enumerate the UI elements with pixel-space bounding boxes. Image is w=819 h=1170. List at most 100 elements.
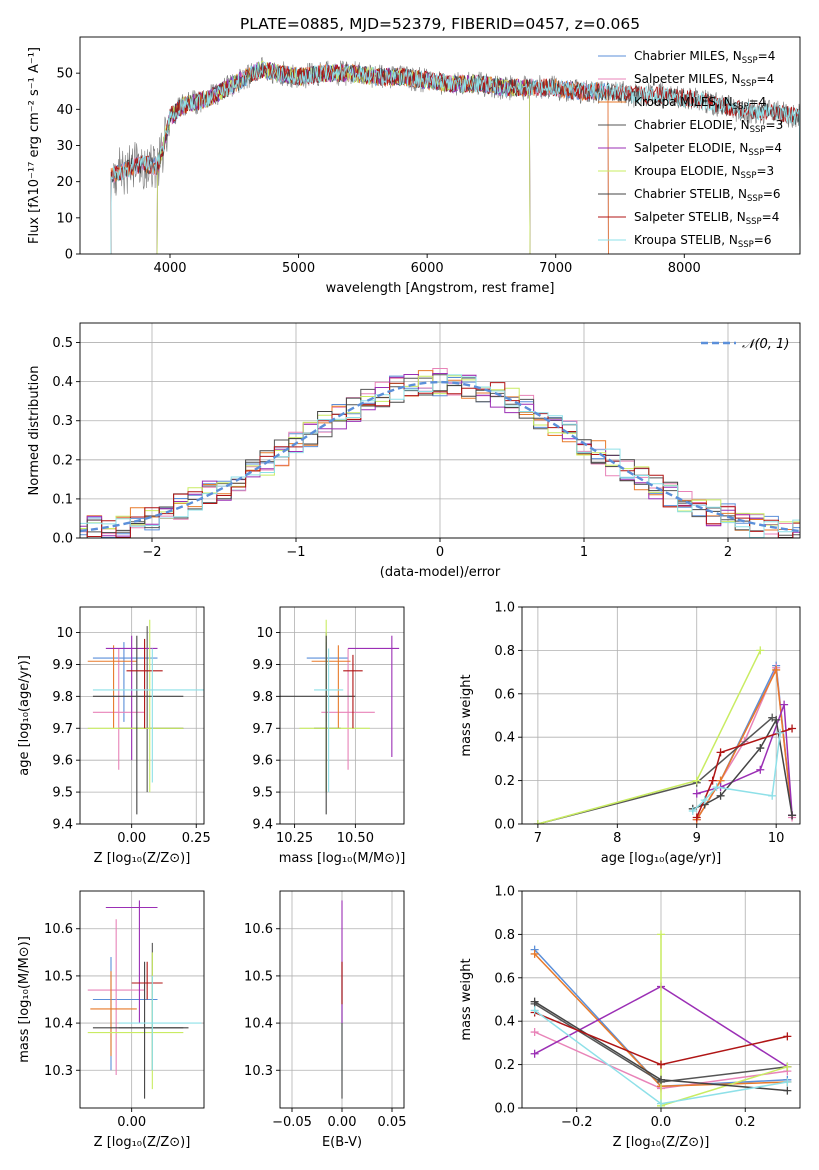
x-tick-label: 0.05 <box>378 1115 407 1130</box>
y-tick-label: 10.5 <box>244 969 273 984</box>
weight-marker <box>788 811 797 820</box>
spectrum-legend: Chabrier MILES, NSSP=4 Salpeter MILES, NS… <box>598 49 783 250</box>
y-tick-label: 9.6 <box>252 754 273 769</box>
weight-marker <box>530 949 539 958</box>
weight-vs-age-panel: 7 8 9 10 0.0 0.2 0.4 0.6 0.8 1.0 age [log₁₀(age/yr… <box>459 601 801 866</box>
weight-line-salpeter-elodie <box>696 704 793 816</box>
y-tick-label: 9.7 <box>252 722 273 737</box>
y-tick-label: 50 <box>56 67 73 82</box>
normal-reference-curve <box>80 380 800 533</box>
x-tick-label: 5000 <box>282 261 315 276</box>
axes-frame <box>79 890 205 1109</box>
x-axis-label: wavelength [Angstrom, rest frame] <box>326 281 555 296</box>
y-tick-label: 9.5 <box>52 786 73 801</box>
x-tick-label: 0.2 <box>735 1115 756 1130</box>
weight-line-kroupa-stelib <box>692 732 781 812</box>
x-tick-label: 7000 <box>539 261 572 276</box>
weight-marker <box>712 783 721 792</box>
y-tick-label: 9.8 <box>52 690 73 705</box>
weight-marker <box>657 1099 665 1108</box>
weight-marker <box>657 1060 665 1069</box>
y-tick-label: 0.1 <box>52 492 73 507</box>
weight-marker <box>533 820 542 824</box>
weight-marker <box>657 1075 665 1084</box>
y-tick-label: 0.4 <box>494 1015 515 1030</box>
legend-label: Salpeter STELIB, NSSP=4 <box>634 210 779 227</box>
x-tick-label: −2 <box>142 545 161 560</box>
weight-marker <box>700 796 709 805</box>
x-axis-label: Z [log₁₀(Z/Z⊙)] <box>94 851 191 866</box>
y-tick-label: 1.0 <box>494 885 515 900</box>
y-axis-label: mass weight <box>459 958 474 1040</box>
x-tick-label: −0.2 <box>561 1115 593 1130</box>
weight-marker <box>783 1086 792 1095</box>
weight-marker <box>772 715 781 724</box>
weight-marker <box>768 791 777 800</box>
weight-marker <box>780 700 789 709</box>
y-tick-label: 0.8 <box>494 928 515 943</box>
y-tick-label: 0.0 <box>52 532 73 547</box>
weight-vs-metallicity-panel: −0.2 0.0 0.2 0.0 0.2 0.4 0.6 0.8 1.0 Z [log₁₀(Z/Z… <box>459 885 801 1150</box>
x-tick-label: 4000 <box>153 261 186 276</box>
y-tick-label: 10 <box>256 626 273 641</box>
x-axis-label: Z [log₁₀(Z/Z⊙)] <box>94 1135 191 1150</box>
weight-marker <box>657 930 665 939</box>
y-tick-label: 9.8 <box>252 690 273 705</box>
weight-marker <box>756 646 765 655</box>
y-tick-label: 0.2 <box>52 453 73 468</box>
y-axis-label: mass [log₁₀(M/M⊙)] <box>17 936 32 1063</box>
histogram-salpeter-stelib <box>80 382 800 538</box>
x-tick-label: 1 <box>580 545 588 560</box>
y-tick-label: 40 <box>56 103 73 118</box>
axes-frame <box>521 606 801 825</box>
histogram-salpeter-elodie <box>80 373 800 538</box>
y-tick-label: 0.0 <box>494 818 515 833</box>
x-tick-label: 0.00 <box>117 831 146 846</box>
weight-marker <box>692 776 701 785</box>
x-tick-label: −0.05 <box>272 1115 312 1130</box>
mass-vs-ebv-panel: −0.05 0.00 0.05 10.3 10.4 10.5 10.6 E(B-V) <box>244 890 407 1150</box>
weight-marker <box>783 1077 792 1086</box>
x-axis-label: mass [log₁₀(M/M⊙)] <box>279 851 406 866</box>
x-tick-label: 9 <box>693 831 701 846</box>
y-tick-label: 0.4 <box>52 375 73 390</box>
legend-label: Kroupa MILES, NSSP=4 <box>634 95 766 112</box>
legend-label: Kroupa STELIB, NSSP=6 <box>634 233 772 250</box>
y-axis-label: Flux [fλ10⁻¹⁷ erg cm⁻² s⁻¹ A⁻¹] <box>27 47 42 244</box>
x-axis-label: E(B-V) <box>322 1135 362 1150</box>
y-tick-label: 30 <box>56 139 73 154</box>
x-tick-label: 0.0 <box>651 1115 672 1130</box>
weight-marker <box>772 665 781 674</box>
y-tick-label: 0.2 <box>494 774 515 789</box>
weight-marker <box>776 728 785 737</box>
axes-frame <box>279 606 405 825</box>
weight-marker <box>756 765 765 774</box>
y-tick-label: 10 <box>56 211 73 226</box>
legend-label: Kroupa ELODIE, NSSP=3 <box>634 164 774 181</box>
y-tick-label: 1.0 <box>494 601 515 616</box>
weight-marker <box>716 791 725 800</box>
weight-marker <box>708 776 717 785</box>
y-tick-label: 0.6 <box>494 971 515 986</box>
weight-marker <box>530 1049 539 1058</box>
weight-marker <box>688 806 697 815</box>
x-tick-label: 10 <box>768 831 785 846</box>
x-tick-label: 2 <box>724 545 732 560</box>
x-tick-label: 7 <box>534 831 542 846</box>
weight-marker <box>788 724 797 733</box>
x-tick-label: 8 <box>613 831 621 846</box>
mass-vs-metallicity-panel: 0.00 10.3 10.4 10.5 10.6 Z [log₁₀(Z/Z⊙)] mass … <box>17 890 205 1150</box>
weight-marker <box>783 1062 792 1071</box>
y-tick-label: 20 <box>56 175 73 190</box>
spectrum-panel: 4000 5000 6000 7000 8000 0 10 20 30 40 50 wavelengt… <box>27 36 801 296</box>
plot-area <box>110 56 800 254</box>
x-tick-label: −1 <box>286 545 305 560</box>
y-tick-label: 10.4 <box>44 1017 73 1032</box>
plot-area <box>87 900 202 1099</box>
plot-area <box>533 646 797 824</box>
plot-area <box>87 619 204 815</box>
y-tick-label: 10.3 <box>244 1064 273 1079</box>
axes-frame <box>79 606 205 825</box>
x-axis-label: (data-model)/error <box>380 565 501 580</box>
weight-marker <box>692 813 701 822</box>
